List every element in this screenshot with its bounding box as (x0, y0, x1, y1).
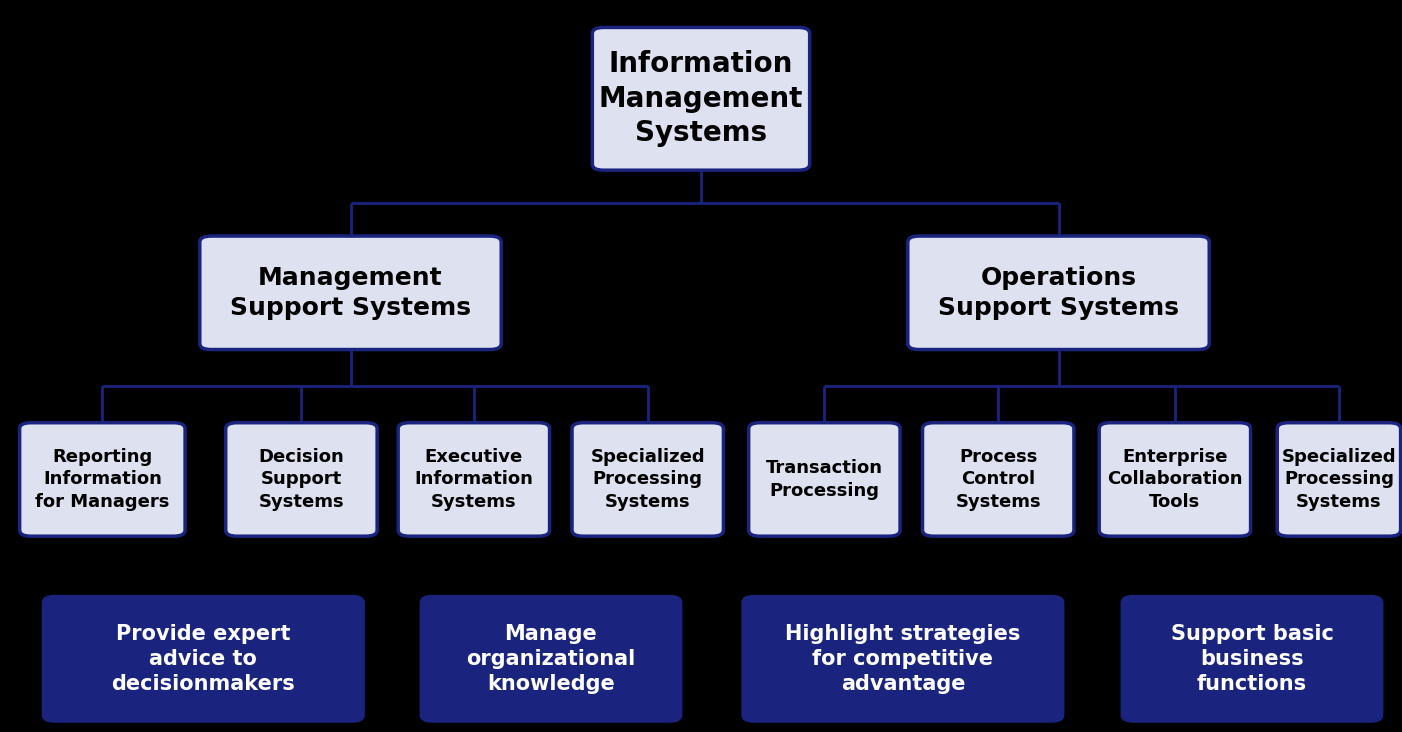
Text: Reporting
Information
for Managers: Reporting Information for Managers (35, 448, 170, 511)
FancyBboxPatch shape (743, 597, 1063, 721)
FancyBboxPatch shape (749, 423, 900, 536)
Text: Process
Control
Systems: Process Control Systems (955, 448, 1042, 511)
FancyBboxPatch shape (1122, 597, 1382, 721)
Text: Operations
Support Systems: Operations Support Systems (938, 266, 1179, 320)
FancyBboxPatch shape (20, 423, 185, 536)
FancyBboxPatch shape (43, 597, 363, 721)
Text: Executive
Information
Systems: Executive Information Systems (415, 448, 533, 511)
FancyBboxPatch shape (226, 423, 377, 536)
Text: Support basic
business
functions: Support basic business functions (1171, 624, 1333, 694)
Text: Provide expert
advice to
decisionmakers: Provide expert advice to decisionmakers (111, 624, 296, 694)
FancyBboxPatch shape (1277, 423, 1401, 536)
FancyBboxPatch shape (908, 236, 1210, 350)
Text: Information
Management
Systems: Information Management Systems (599, 51, 803, 147)
Text: Management
Support Systems: Management Support Systems (230, 266, 471, 320)
FancyBboxPatch shape (593, 28, 810, 171)
Text: Highlight strategies
for competitive
advantage: Highlight strategies for competitive adv… (785, 624, 1021, 694)
Text: Decision
Support
Systems: Decision Support Systems (258, 448, 345, 511)
FancyBboxPatch shape (1099, 423, 1251, 536)
Text: Specialized
Processing
Systems: Specialized Processing Systems (1281, 448, 1396, 511)
FancyBboxPatch shape (923, 423, 1074, 536)
FancyBboxPatch shape (421, 597, 681, 721)
Text: Transaction
Processing: Transaction Processing (765, 460, 883, 499)
Text: Specialized
Processing
Systems: Specialized Processing Systems (590, 448, 705, 511)
FancyBboxPatch shape (200, 236, 502, 350)
FancyBboxPatch shape (572, 423, 723, 536)
Text: Enterprise
Collaboration
Tools: Enterprise Collaboration Tools (1108, 448, 1242, 511)
Text: Manage
organizational
knowledge: Manage organizational knowledge (467, 624, 635, 694)
FancyBboxPatch shape (398, 423, 550, 536)
